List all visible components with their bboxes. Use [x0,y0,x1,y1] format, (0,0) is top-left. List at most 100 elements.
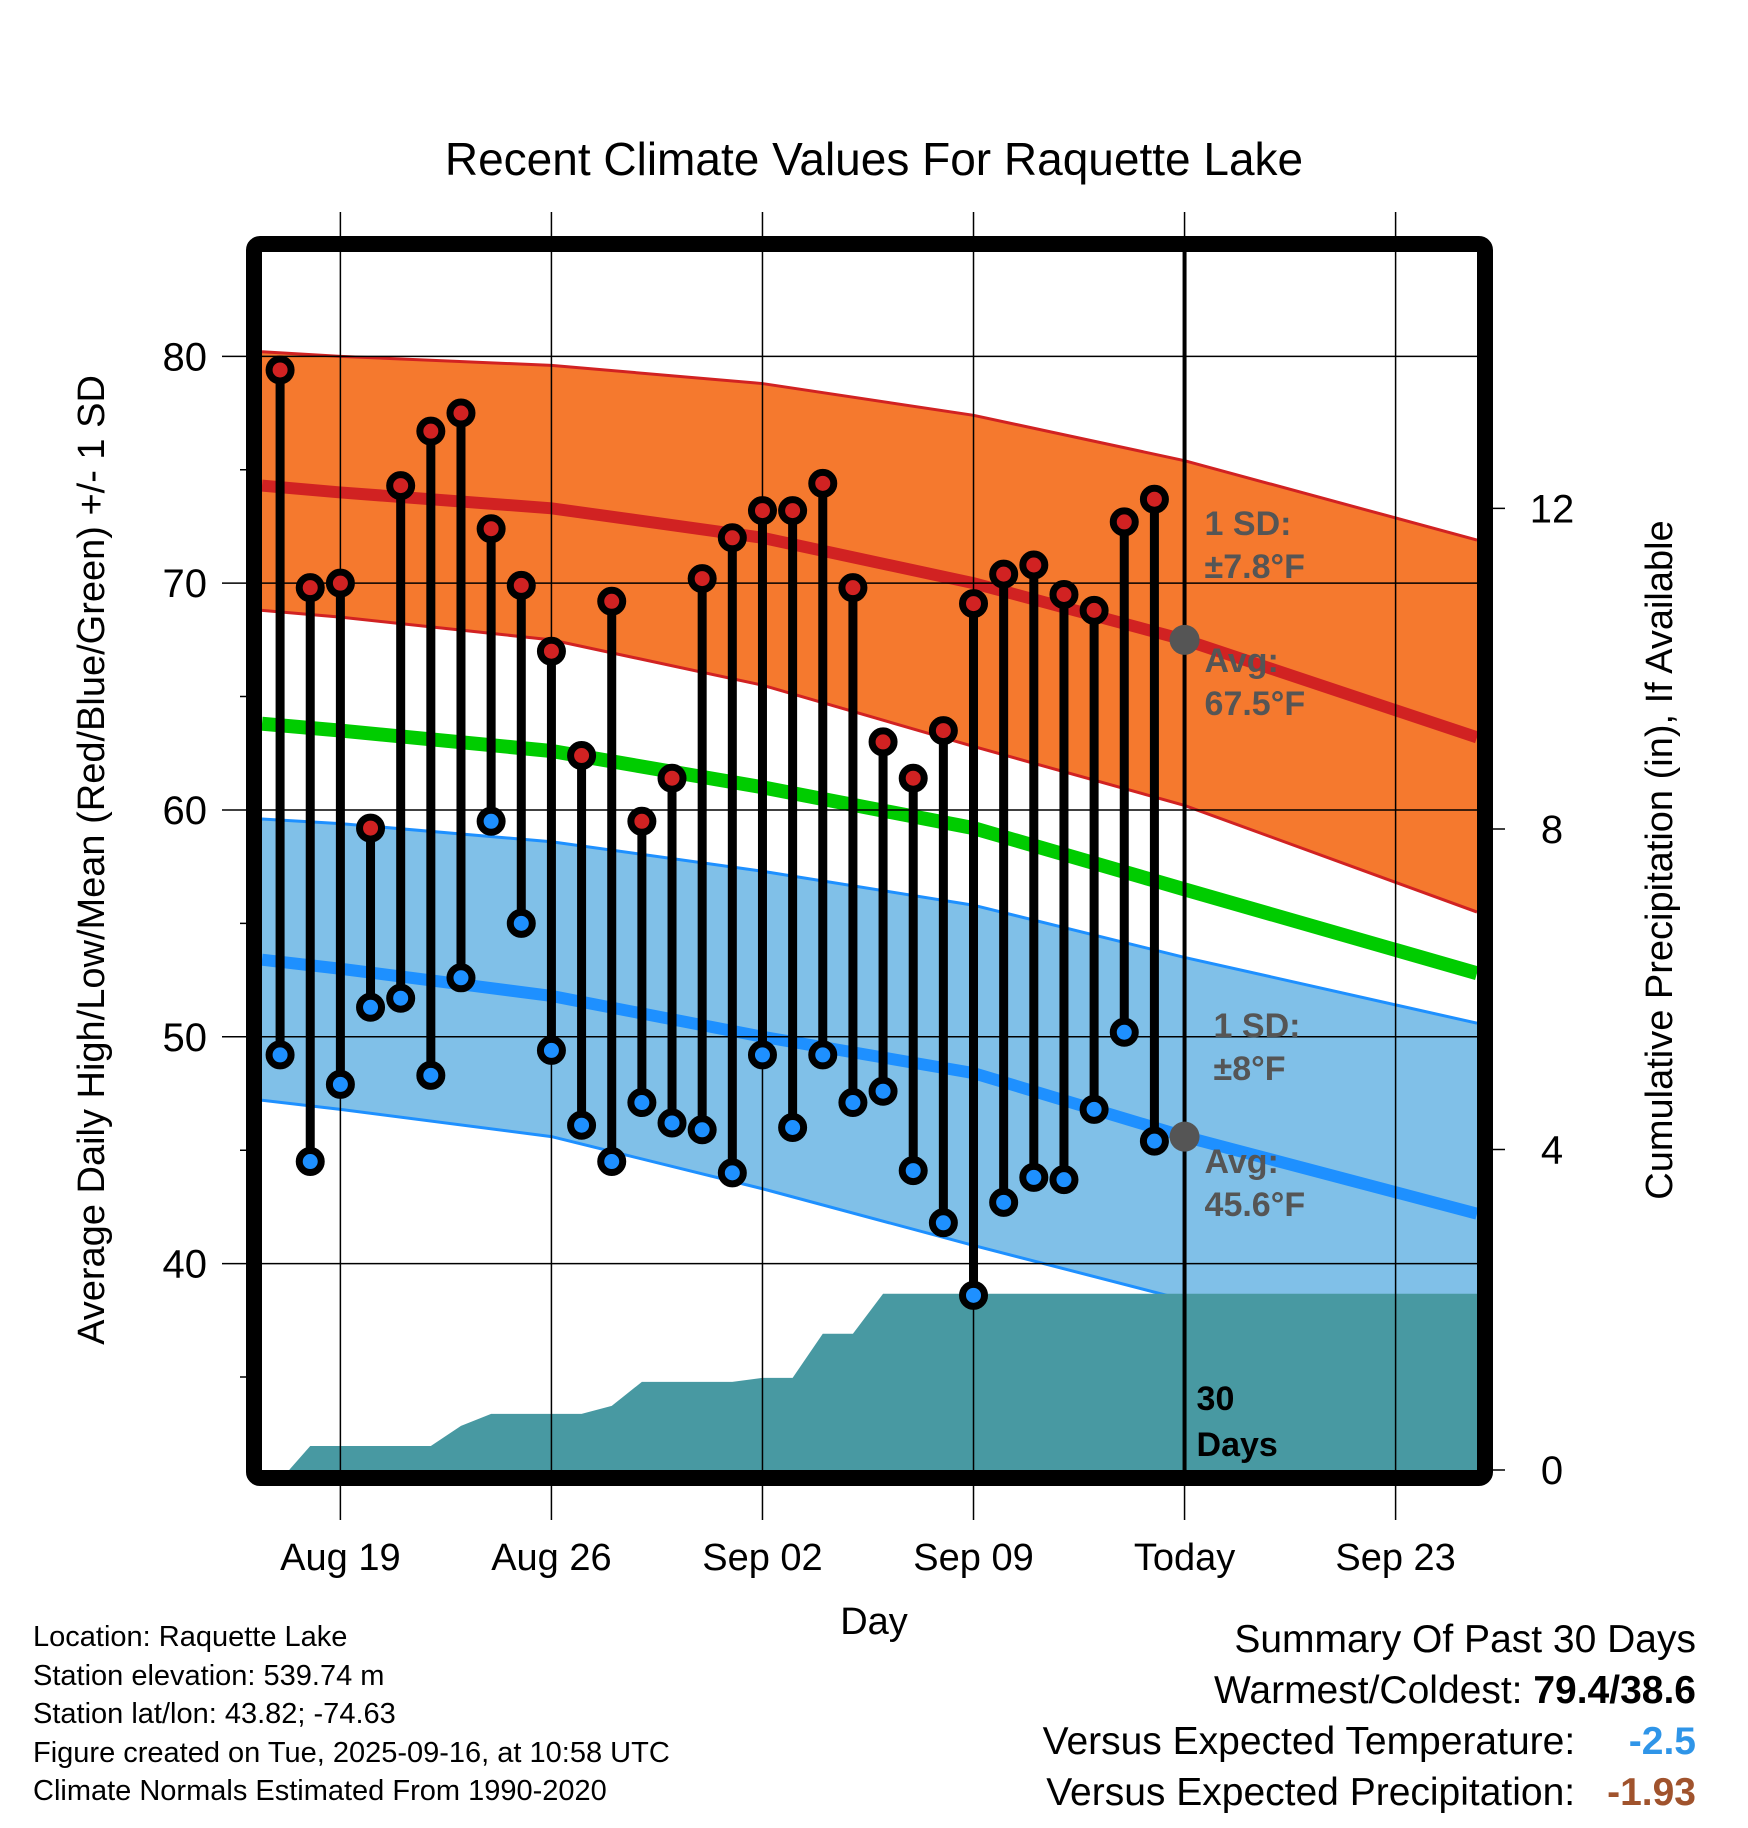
daily-high-marker [1049,579,1079,609]
daily-low-marker [386,983,416,1013]
daily-high-marker [506,570,536,600]
x-tick-label: Aug 26 [491,1537,611,1579]
x-tick-label: Sep 09 [913,1537,1033,1579]
x-tick-label: Aug 19 [280,1537,400,1579]
daily-low-marker [959,1280,989,1310]
y2-tick-label: 4 [1541,1128,1563,1172]
daily-high-marker [416,416,446,446]
plot-area [262,350,1477,1470]
summary-precip-row: Versus Expected Precipitation: -1.93 [1043,1767,1696,1818]
daily-low-marker [295,1147,325,1177]
daily-high-marker [1109,507,1139,537]
daily-high-marker [386,471,416,501]
daily-low-marker [536,1035,566,1065]
daily-high-marker [597,586,627,616]
x-tick-label: Sep 23 [1335,1537,1455,1579]
low-sd-band [262,819,1477,1391]
y-tick-label: 60 [163,789,208,833]
daily-low-marker [898,1156,928,1186]
summary-title: Summary Of Past 30 Days [1234,1618,1696,1661]
daily-high-marker [325,568,355,598]
precip-diff-label: Versus Expected Precipitation: [1046,1771,1576,1814]
y-axis-label: Average Daily High/Low/Mean (Red/Blue/Gr… [71,375,113,1345]
elevation-text: Station elevation: 539.74 m [33,1659,385,1692]
daily-high-marker [868,727,898,757]
daily-high-marker [1019,550,1049,580]
daily-low-marker [1079,1094,1109,1124]
daily-low-marker [928,1208,958,1238]
precip-days-label: Days [1197,1426,1278,1464]
daily-high-marker [808,468,838,498]
created-text: Figure created on Tue, 2025-09-16, at 10… [33,1736,670,1769]
summary-temp-row: Versus Expected Temperature: -2.5 [1043,1716,1696,1767]
today-high-avg-marker [1169,624,1200,655]
daily-high-marker [627,806,657,836]
daily-low-marker [808,1040,838,1070]
daily-high-marker [1139,484,1169,514]
daily-low-marker [1109,1017,1139,1047]
summary-panel: Summary Of Past 30 Days Warmest/Coldest:… [1043,1614,1696,1818]
daily-low-marker [506,908,536,938]
daily-low-marker [687,1115,717,1145]
daily-low-marker [416,1060,446,1090]
daily-low-marker [747,1040,777,1070]
daily-high-marker [717,523,747,553]
low-sd-label: 1 SD: [1214,1007,1301,1045]
y-tick-label: 40 [163,1243,208,1287]
precip-area [289,1293,1477,1470]
daily-high-marker [567,741,597,771]
daily-high-marker [898,763,928,793]
daily-high-marker [928,716,958,746]
daily-low-marker [868,1076,898,1106]
y-tick-label: 80 [163,335,208,379]
x-tick-label: Today [1134,1537,1235,1579]
temp-diff-value: -2.5 [1628,1720,1696,1763]
high-sd-band [262,351,1477,913]
high-avg-value: 67.5°F [1205,685,1306,723]
daily-high-marker [657,763,687,793]
plot-frame [246,236,1493,1486]
location-text: Location: Raquette Lake [33,1621,348,1653]
low-sd-value: ±8°F [1214,1050,1286,1088]
summary-warmest-row: Warmest/Coldest: 79.4/38.6 [1043,1665,1696,1716]
daily-low-marker [627,1088,657,1118]
x-axis-label: Day [840,1601,908,1643]
daily-high-marker [476,514,506,544]
daily-low-marker [597,1147,627,1177]
low-avg-label: Avg: [1205,1143,1279,1181]
daily-high-marker [687,564,717,594]
daily-high-marker [446,398,476,428]
station-info: Location: Raquette Lake Station elevatio… [33,1618,670,1811]
daily-low-marker [325,1069,355,1099]
daily-low-marker [989,1187,1019,1217]
daily-high-marker [989,559,1019,589]
y-tick-label: 70 [163,562,208,606]
warmest-value: 79.4/38.6 [1533,1669,1696,1712]
daily-low-marker [356,992,386,1022]
y2-tick-label: 8 [1541,808,1563,852]
chart-title: Recent Climate Values For Raquette Lake [445,133,1303,185]
daily-low-marker [1019,1162,1049,1192]
daily-low-marker [1049,1165,1079,1195]
daily-low-marker [567,1110,597,1140]
daily-high-marker [265,355,295,385]
daily-high-marker [1079,595,1109,625]
high-sd-label: 1 SD: [1205,505,1292,543]
y2-tick-label: 0 [1541,1449,1563,1493]
daily-high-marker [838,573,868,603]
y2-tick-label: 12 [1530,487,1575,531]
daily-low-marker [717,1158,747,1188]
temp-diff-label: Versus Expected Temperature: [1042,1720,1576,1763]
daily-low-marker [1139,1126,1169,1156]
daily-high-marker [747,496,777,526]
today-low-avg-marker [1169,1121,1200,1152]
daily-high-marker [536,636,566,666]
daily-high-marker [295,573,325,603]
y2-axis-label: Cumulative Precipitation (in), If Availa… [1639,520,1681,1199]
y-tick-label: 50 [163,1016,208,1060]
daily-low-marker [265,1040,295,1070]
daily-low-marker [778,1113,808,1143]
daily-high-marker [959,589,989,619]
daily-low-marker [446,963,476,993]
